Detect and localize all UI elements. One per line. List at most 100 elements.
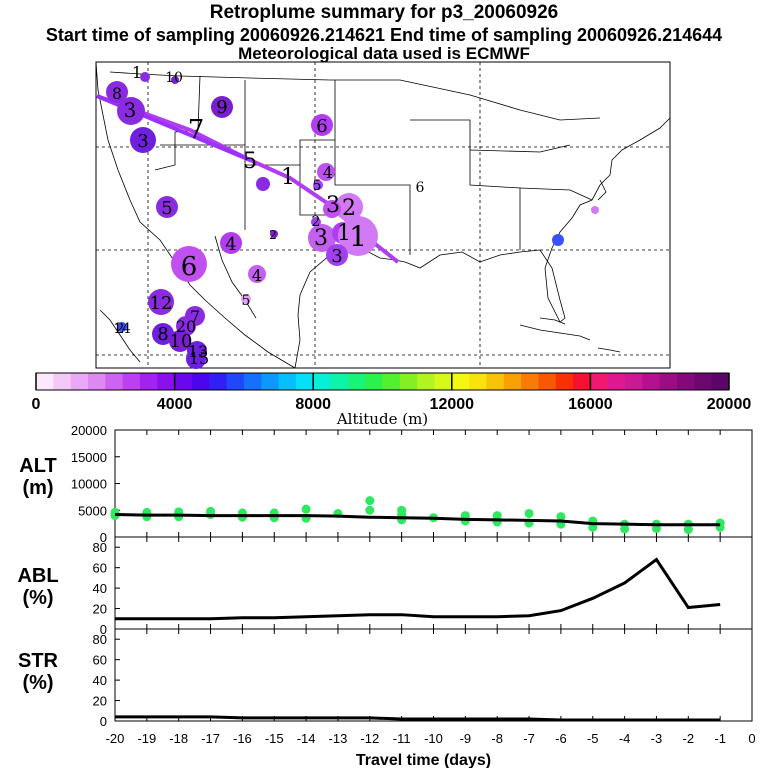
altitude-point bbox=[556, 512, 566, 522]
plume-cluster-label: 14 bbox=[113, 321, 131, 337]
altitude-point bbox=[524, 508, 534, 518]
plume-cluster-label: 10 bbox=[165, 70, 183, 86]
plume-cluster-label: 10 bbox=[170, 331, 193, 352]
plume-cluster-label: 2 bbox=[269, 228, 277, 242]
x-tick-label: -2 bbox=[683, 731, 695, 746]
plume-cluster-label: 7 bbox=[190, 307, 200, 326]
colorbar-segment bbox=[209, 373, 228, 390]
y-tick-label: 5000 bbox=[78, 503, 107, 518]
x-tick-label: -16 bbox=[233, 731, 252, 746]
plume-cluster-circle bbox=[317, 163, 335, 181]
x-tick-label: -4 bbox=[619, 731, 631, 746]
series-line-str bbox=[115, 715, 721, 722]
plume-cluster-label: 12 bbox=[150, 293, 173, 314]
colorbar-segment bbox=[434, 373, 453, 390]
y-tick-label: 20 bbox=[93, 602, 107, 617]
plume-cluster-label: 5 bbox=[313, 178, 322, 194]
altitude-point bbox=[397, 505, 407, 515]
plume-cluster-label: 4 bbox=[323, 163, 333, 182]
plume-cluster-circle bbox=[335, 193, 363, 221]
plume-cluster-label: 5 bbox=[242, 293, 251, 309]
colorbar-tick-label: 20000 bbox=[707, 396, 752, 413]
x-tick-label: -17 bbox=[201, 731, 220, 746]
colorbar-segment bbox=[486, 373, 505, 390]
y-tick-label: 15000 bbox=[71, 450, 107, 465]
colorbar-segment bbox=[313, 373, 332, 390]
x-tick-label: -8 bbox=[491, 731, 503, 746]
y-tick-label: 0 bbox=[100, 622, 107, 637]
panel-frame bbox=[114, 628, 753, 722]
colorbar-segment bbox=[87, 373, 106, 390]
y-tick-label: 10000 bbox=[71, 477, 107, 492]
y-tick-label: 20000 bbox=[71, 423, 107, 438]
x-tick-label: -3 bbox=[651, 731, 663, 746]
colorbar-segment bbox=[365, 373, 383, 390]
colorbar-tick-label: 0 bbox=[32, 396, 41, 413]
panel-abl: 0 20 40 60 80 bbox=[93, 536, 753, 637]
plume-cluster-label: 9 bbox=[216, 97, 227, 118]
plume-cluster-circle bbox=[311, 114, 333, 136]
plume-cluster-circle bbox=[591, 206, 599, 214]
plume-cluster-label: 1 bbox=[132, 63, 142, 82]
colorbar-segment bbox=[469, 373, 487, 390]
x-tick-label: -6 bbox=[555, 731, 567, 746]
plume-cluster-label: 5 bbox=[161, 198, 172, 219]
plume-cluster-label: 8 bbox=[112, 84, 122, 103]
colorbar-segment bbox=[677, 373, 695, 390]
colorbar-segment bbox=[573, 373, 591, 390]
plume-cluster-label: 2 bbox=[116, 321, 125, 337]
x-tick-label: -11 bbox=[393, 731, 411, 746]
plume-cluster-circle bbox=[220, 232, 242, 254]
plume-clusters bbox=[106, 72, 599, 369]
plume-cluster-label: 3 bbox=[124, 98, 137, 122]
y-tick-label: 20 bbox=[93, 694, 107, 709]
altitude-point bbox=[715, 518, 725, 528]
sampling-times: Start time of sampling 20060926.214621 E… bbox=[45, 25, 723, 45]
colorbar-segment bbox=[625, 373, 643, 390]
plume-cluster-circle bbox=[169, 330, 191, 352]
y-tick-label: 80 bbox=[93, 540, 107, 555]
x-tick-label: 0 bbox=[748, 731, 755, 746]
colorbar-segment bbox=[36, 373, 54, 390]
colorbar-segment bbox=[417, 373, 435, 390]
plume-cluster-label: 3 bbox=[314, 226, 328, 251]
plume-cluster-circle bbox=[248, 265, 266, 283]
plume-cluster-circle bbox=[323, 200, 341, 218]
x-tick-label: -10 bbox=[424, 731, 443, 746]
panel-alt: 0 5000 10000 15000 20000 bbox=[71, 423, 753, 545]
x-tick-label: -14 bbox=[297, 731, 316, 746]
colorbar-segment bbox=[330, 373, 349, 390]
plume-cluster-label: 5 bbox=[243, 149, 257, 174]
colorbar-tick-label: 4000 bbox=[157, 396, 193, 413]
x-tick-label: -7 bbox=[523, 731, 535, 746]
plume-cluster-label: 1 bbox=[281, 165, 295, 190]
colorbar-tick-label: 16000 bbox=[568, 396, 613, 413]
altitude-colorbar: 0 4000 8000 12000 16000 20000 Altitude (m) bbox=[32, 372, 752, 428]
colorbar-segment bbox=[399, 373, 418, 390]
plume-cluster-label: 1 bbox=[349, 220, 367, 253]
x-tick-label: -15 bbox=[265, 731, 284, 746]
plume-cluster-circle bbox=[270, 230, 278, 238]
plume-cluster-label: 4 bbox=[225, 234, 236, 255]
colorbar-segment bbox=[53, 373, 72, 390]
chart-title: Retroplume summary for p3_20060926 bbox=[209, 2, 559, 23]
plume-cluster-circle bbox=[313, 180, 323, 190]
colorbar-segment bbox=[503, 373, 522, 390]
met-data-note: Meteorological data used is ECMWF bbox=[238, 44, 530, 63]
plume-cluster-circle bbox=[241, 294, 251, 304]
plume-cluster-circle bbox=[308, 224, 336, 252]
plume-cluster-circle bbox=[211, 96, 233, 118]
altitude-point bbox=[206, 506, 216, 516]
y-tick-label: 40 bbox=[93, 673, 107, 688]
str-panel-label: STR (%) bbox=[18, 650, 58, 694]
x-tick-label: -12 bbox=[360, 731, 379, 746]
plume-cluster-label: 13 bbox=[188, 342, 208, 361]
colorbar-tick-label: 8000 bbox=[295, 396, 331, 413]
colorbar-segment bbox=[105, 373, 124, 390]
abl-panel-label: ABL (%) bbox=[17, 565, 59, 609]
plume-cluster-label: 1 bbox=[337, 221, 351, 246]
y-tick-label: 40 bbox=[93, 581, 107, 596]
x-tick-label: -18 bbox=[169, 731, 188, 746]
colorbar-segment bbox=[122, 373, 141, 390]
